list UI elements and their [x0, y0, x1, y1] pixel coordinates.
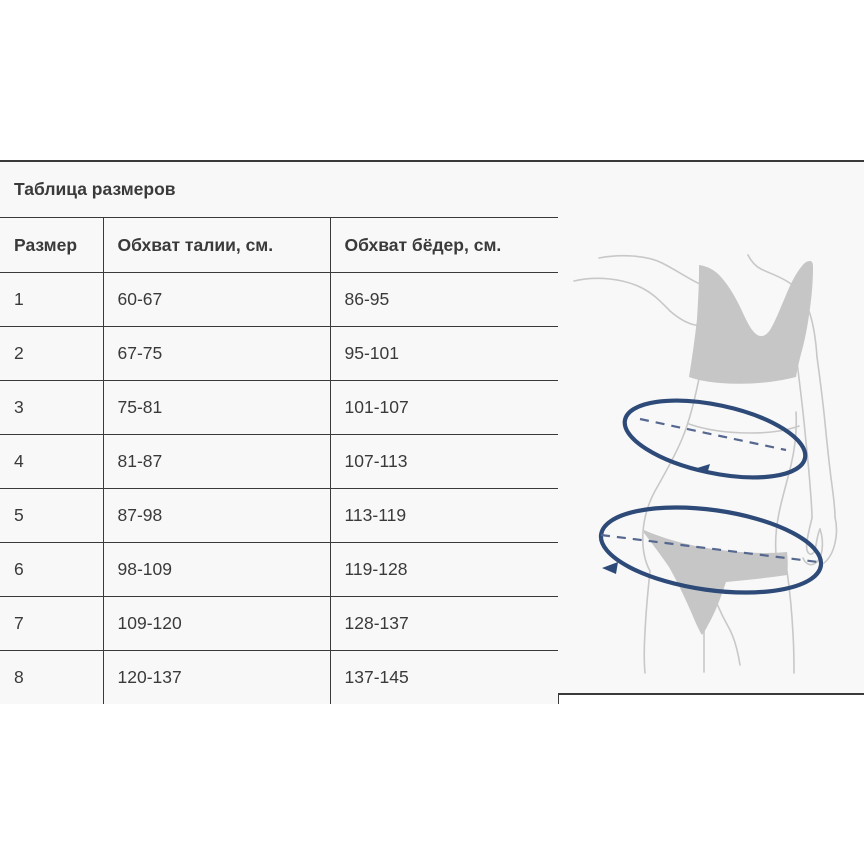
cell-hips: 137-145	[330, 650, 559, 704]
cell-waist: 75-81	[103, 380, 331, 435]
hip-direction-arrow-icon	[602, 562, 618, 574]
hip-measurement-loop	[598, 505, 824, 595]
waist-dashed-diameter	[639, 417, 787, 452]
cell-waist: 67-75	[103, 326, 331, 381]
table-row: 1 60-67 86-95	[0, 272, 559, 327]
cell-hips: 119-128	[330, 542, 559, 597]
table-row: 6 98-109 119-128	[0, 542, 559, 597]
size-chart-block: Таблица размеров Размер Обхват талии, см…	[0, 160, 864, 704]
measurement-illustration-panel	[558, 162, 864, 693]
hip-dashed-diameter	[600, 533, 819, 564]
table-row: 3 75-81 101-107	[0, 380, 559, 435]
bra-garment	[689, 261, 813, 384]
cell-waist: 109-120	[103, 596, 331, 651]
cell-size: 6	[0, 542, 104, 597]
cell-hips: 107-113	[330, 434, 559, 489]
cell-size: 8	[0, 650, 104, 704]
table-title-row: Таблица размеров	[0, 162, 559, 218]
size-table-body: Таблица размеров Размер Обхват талии, см…	[0, 162, 559, 704]
cell-size: 1	[0, 272, 104, 327]
waist-measurement-loop	[622, 398, 808, 480]
cell-waist: 87-98	[103, 488, 331, 543]
cell-waist: 60-67	[103, 272, 331, 327]
size-table-container: Таблица размеров Размер Обхват талии, см…	[0, 162, 559, 704]
briefs-garment	[644, 530, 788, 635]
cell-waist: 98-109	[103, 542, 331, 597]
table-row: 7 109-120 128-137	[0, 596, 559, 651]
cell-size: 4	[0, 434, 104, 489]
female-torso-measurement-diagram-icon	[573, 254, 838, 674]
waist-loop-ellipse	[622, 398, 808, 480]
cell-size: 7	[0, 596, 104, 651]
table-row: 5 87-98 113-119	[0, 488, 559, 543]
size-table: Таблица размеров Размер Обхват талии, см…	[0, 162, 559, 704]
table-row: 2 67-75 95-101	[0, 326, 559, 381]
cell-hips: 101-107	[330, 380, 559, 435]
cell-waist: 120-137	[103, 650, 331, 704]
cell-hips: 113-119	[330, 488, 559, 543]
cell-hips: 128-137	[330, 596, 559, 651]
column-header-waist: Обхват талии, см.	[103, 217, 331, 273]
cell-size: 3	[0, 380, 104, 435]
table-row: 8 120-137 137-145	[0, 650, 559, 704]
page-title: Таблица размеров	[0, 162, 559, 218]
cell-hips: 95-101	[330, 326, 559, 381]
column-header-hips: Обхват бёдер, см.	[330, 217, 559, 273]
cell-hips: 86-95	[330, 272, 559, 327]
cell-size: 2	[0, 326, 104, 381]
table-header-row: Размер Обхват талии, см. Обхват бёдер, с…	[0, 217, 559, 273]
waist-direction-arrow-icon	[694, 464, 710, 474]
table-row: 4 81-87 107-113	[0, 434, 559, 489]
column-header-size: Размер	[0, 217, 104, 273]
cell-size: 5	[0, 488, 104, 543]
cell-waist: 81-87	[103, 434, 331, 489]
